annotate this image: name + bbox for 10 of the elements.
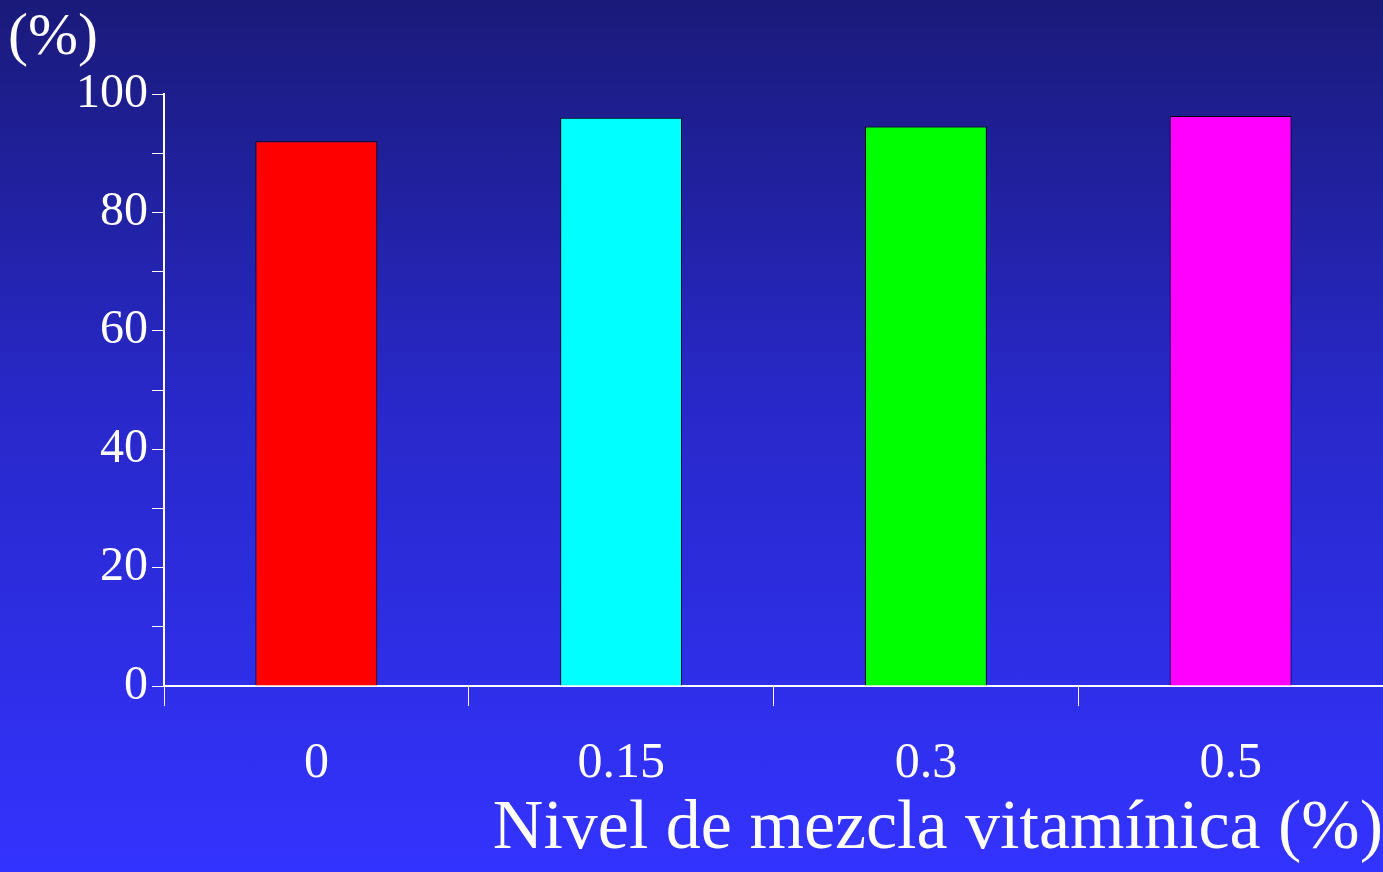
x-tick-label: 0.5	[1199, 732, 1262, 789]
y-tick-label: 0	[124, 655, 148, 709]
y-tick-label: 60	[100, 300, 148, 354]
y-tick-label: 20	[100, 537, 148, 591]
x-tick-label: 0	[303, 732, 329, 789]
x-tick-label: 0.3	[894, 732, 958, 789]
x-tick-label: 0.15	[577, 732, 665, 789]
x-axis-title: Nivel de mezcla vitamínica (%)	[492, 786, 1383, 864]
y-tick-label: 40	[100, 418, 148, 472]
y-tick-label: 80	[100, 182, 148, 236]
